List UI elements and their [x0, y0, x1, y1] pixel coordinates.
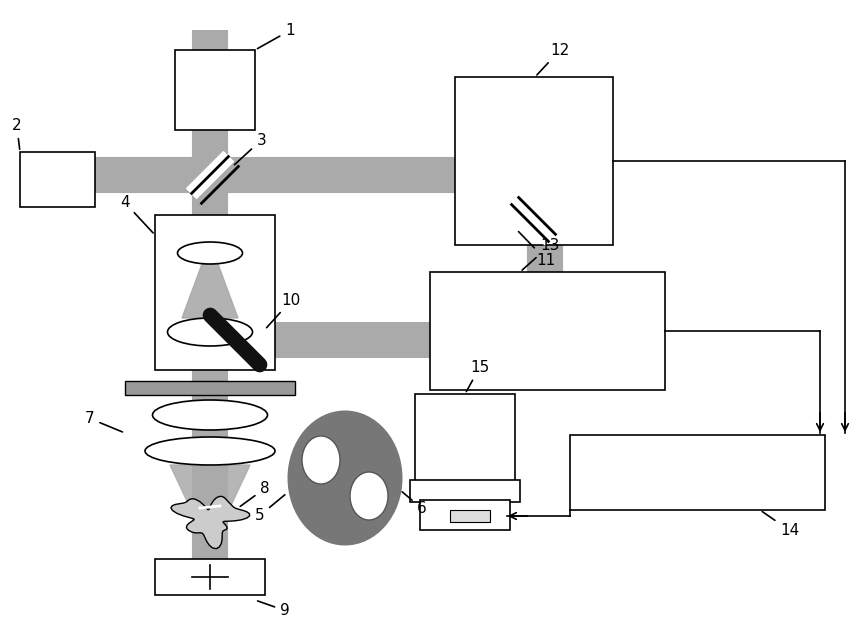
- Bar: [155, 559, 265, 595]
- Bar: [155, 215, 275, 370]
- Bar: [455, 77, 613, 245]
- Bar: [570, 435, 825, 510]
- Text: 6: 6: [402, 492, 426, 516]
- Text: 3: 3: [235, 133, 266, 165]
- Text: 4: 4: [120, 195, 153, 233]
- Ellipse shape: [350, 472, 388, 520]
- Text: 7: 7: [85, 411, 123, 432]
- Polygon shape: [182, 264, 238, 318]
- Text: 9: 9: [258, 601, 290, 618]
- Bar: [125, 381, 295, 395]
- Polygon shape: [171, 496, 249, 549]
- Bar: [450, 510, 490, 522]
- Text: 11: 11: [519, 232, 556, 268]
- Bar: [20, 152, 95, 207]
- Polygon shape: [170, 465, 250, 533]
- Ellipse shape: [178, 242, 243, 264]
- Text: 13: 13: [522, 238, 559, 270]
- Text: 8: 8: [240, 481, 269, 506]
- Ellipse shape: [287, 410, 402, 546]
- Polygon shape: [186, 152, 233, 198]
- Bar: [175, 50, 255, 130]
- Text: 12: 12: [537, 43, 570, 75]
- Ellipse shape: [302, 436, 340, 484]
- Text: 5: 5: [255, 495, 285, 523]
- Bar: [415, 394, 515, 482]
- Text: 15: 15: [466, 360, 489, 392]
- Bar: [420, 500, 510, 530]
- Text: 14: 14: [762, 511, 799, 538]
- Bar: [410, 480, 520, 502]
- Ellipse shape: [145, 437, 275, 465]
- Text: 10: 10: [267, 292, 301, 328]
- Bar: [430, 272, 665, 390]
- Polygon shape: [508, 201, 552, 245]
- Text: 2: 2: [12, 118, 22, 149]
- Ellipse shape: [167, 318, 253, 346]
- Text: 1: 1: [257, 23, 294, 49]
- Ellipse shape: [153, 400, 268, 430]
